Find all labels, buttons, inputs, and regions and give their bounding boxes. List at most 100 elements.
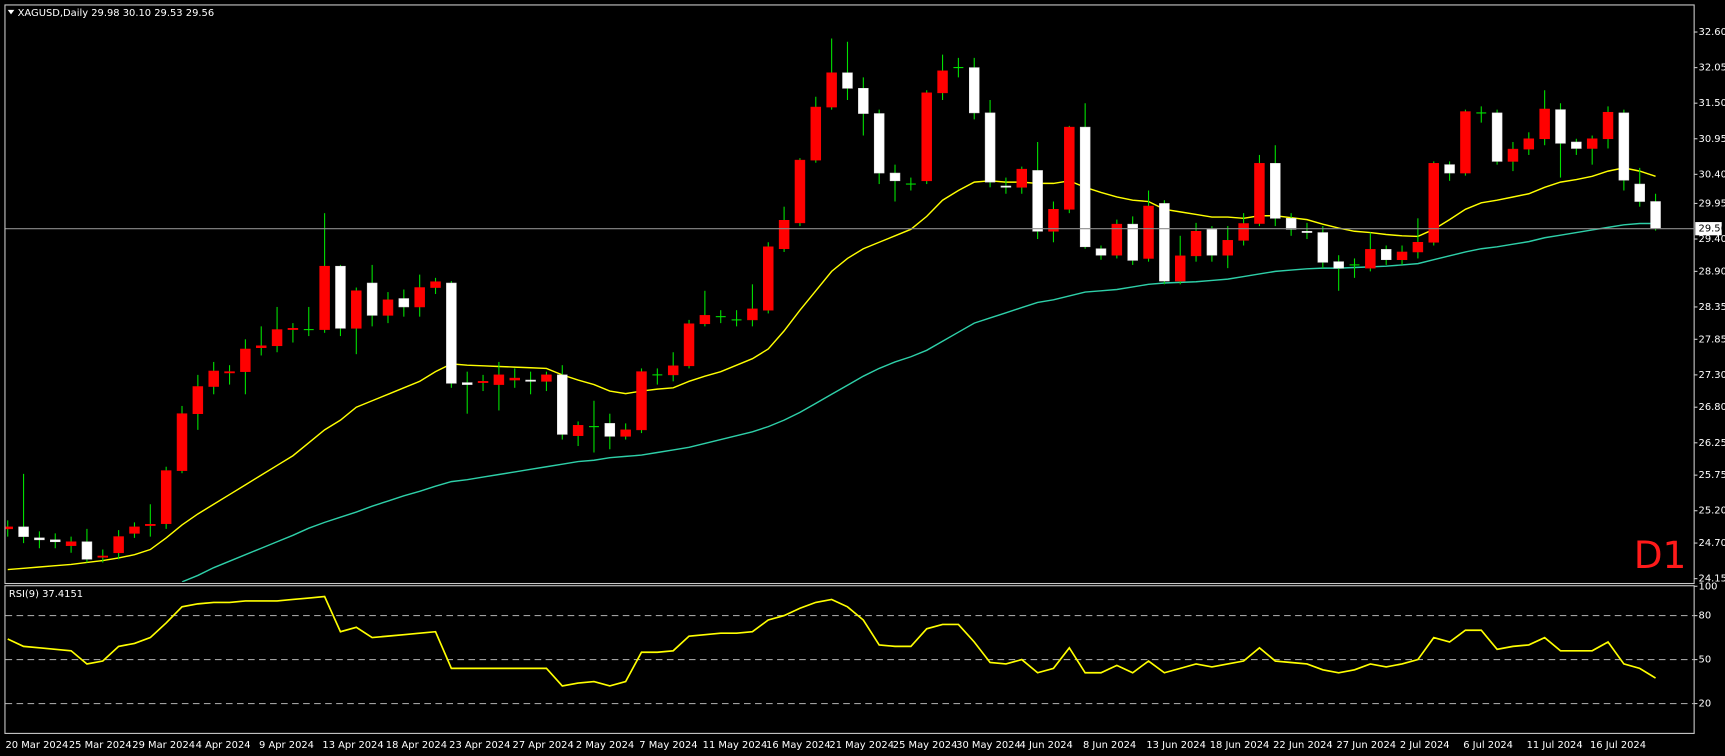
candle-body (889, 172, 901, 182)
candle-body (129, 526, 140, 534)
y-tick-label: 27.85 (1699, 334, 1725, 345)
x-tick-label: 2 May 2024 (576, 740, 634, 751)
x-tick-label: 29 Mar 2024 (132, 740, 195, 751)
candle-body (224, 371, 235, 374)
y-tick-label: 24.15 (1699, 574, 1725, 585)
candle-body (1222, 240, 1233, 256)
candle-body (255, 345, 267, 348)
x-tick-label: 7 May 2024 (639, 740, 697, 751)
candle-body (1444, 164, 1455, 174)
candle-body (1127, 223, 1138, 261)
candle-body (414, 287, 425, 308)
candle-body (351, 290, 362, 329)
candle-body (1111, 223, 1123, 256)
x-tick-label: 16 Jul 2024 (1590, 740, 1646, 751)
candle-body (826, 72, 837, 108)
candle-body (1317, 232, 1329, 263)
candle-body (1143, 205, 1154, 259)
x-tick-label: 27 Jun 2024 (1336, 740, 1396, 751)
y-tick-label: 100 (1699, 581, 1718, 592)
candle-body (446, 282, 457, 384)
candle-body (873, 113, 885, 174)
candle-body (1333, 261, 1344, 269)
candle-body (1095, 248, 1107, 256)
candle-body (1016, 168, 1028, 188)
panel-plot (5, 595, 1695, 705)
candle-body (984, 112, 996, 183)
candle-body (1396, 251, 1408, 261)
y-tick-label: 25.75 (1699, 470, 1725, 481)
y-tick-label: 29.40 (1699, 234, 1725, 245)
candle-body (398, 298, 410, 308)
x-tick-label: 18 Apr 2024 (386, 740, 447, 751)
candle-body (287, 328, 299, 330)
last-price-box (1695, 222, 1722, 236)
candle-body (81, 541, 93, 560)
candle-body (271, 329, 283, 347)
candle-body (1491, 112, 1503, 162)
candle-body (1270, 163, 1281, 219)
candle-body (335, 265, 346, 329)
candle-body (1000, 185, 1012, 188)
y-tick-label: 20 (1699, 699, 1712, 710)
x-tick-label: 23 Apr 2024 (449, 740, 510, 751)
x-tick-label: 13 Apr 2024 (322, 740, 383, 751)
main-panel-frame (4, 4, 1695, 585)
candle-body (1634, 183, 1645, 202)
x-tick-label: 30 May 2024 (956, 740, 1021, 751)
candle-body (509, 377, 520, 381)
y-tick-label: 30.95 (1699, 134, 1725, 145)
candle-body (1365, 249, 1376, 269)
rsi-line (7, 595, 1656, 687)
x-tick-label: 4 Apr 2024 (196, 740, 251, 751)
candle-body (747, 308, 758, 321)
candle-body (1174, 255, 1186, 282)
candle-body (1539, 108, 1550, 140)
candle-body (160, 470, 172, 524)
candle-body (1571, 141, 1582, 149)
x-tick-label: 11 Jul 2024 (1527, 740, 1583, 751)
y-tick-label: 80 (1699, 611, 1712, 622)
y-tick-label: 31.50 (1699, 98, 1725, 109)
y-tick-label: 32.60 (1699, 27, 1725, 38)
candle-body (794, 159, 806, 224)
y-tick-label: 25.20 (1699, 506, 1725, 517)
candle-body (810, 106, 822, 161)
candle-body (541, 374, 552, 382)
candle-body (1523, 138, 1535, 150)
x-tick-label: 8 Jun 2024 (1083, 740, 1136, 751)
candle-body (667, 365, 679, 376)
candle-body (1412, 241, 1424, 253)
candle-body (430, 281, 441, 288)
candle-body (763, 246, 774, 311)
candle-body (778, 219, 790, 250)
candle-body (525, 379, 536, 382)
y-tick-label: 27.30 (1699, 370, 1725, 381)
candle-body (176, 413, 188, 471)
candle-body (366, 282, 378, 316)
y-tick-label: 26.25 (1699, 438, 1725, 449)
x-tick-label: 27 Apr 2024 (513, 740, 574, 751)
candle-body (1159, 203, 1170, 282)
candle-body (493, 374, 505, 385)
x-tick-label: 4 Jun 2024 (1020, 740, 1073, 751)
candle-body (604, 423, 616, 437)
candle-body (1555, 109, 1566, 144)
candle-body (1048, 209, 1059, 232)
candle-body (65, 541, 77, 546)
x-tick-label: 9 Apr 2024 (259, 740, 314, 751)
candle-body (1238, 223, 1249, 241)
candle-body (1618, 112, 1630, 181)
candle-body (557, 374, 568, 435)
candle-body (240, 348, 251, 372)
x-tick-label: 6 Jul 2024 (1463, 740, 1513, 751)
x-tick-label: 16 May 2024 (766, 740, 831, 751)
candle-body (1285, 218, 1297, 230)
y-tick-label: 28.35 (1699, 302, 1725, 313)
moving-average-line (181, 222, 1656, 582)
candle-body (858, 88, 869, 114)
candle-body (50, 539, 61, 543)
candle-body (1064, 126, 1075, 210)
